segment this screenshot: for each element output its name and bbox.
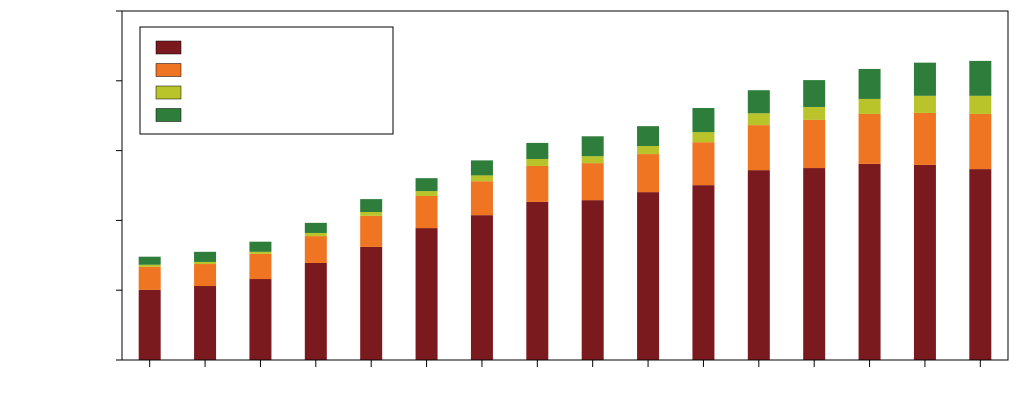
bar-segment: [415, 228, 438, 360]
bar-segment: [415, 178, 438, 192]
bar-segment: [526, 158, 549, 166]
bar-segment: [249, 253, 272, 280]
legend-swatch: [155, 85, 182, 100]
bar-segment: [415, 191, 438, 196]
bar-segment: [194, 264, 217, 287]
bar-segment: [637, 126, 660, 147]
bar-segment: [581, 136, 604, 157]
bar-segment: [470, 175, 493, 182]
bar-segment: [138, 256, 161, 265]
bar-segment: [969, 95, 992, 114]
plot-frame: [121, 10, 1009, 361]
bar-segment: [858, 163, 881, 360]
bar-segment: [360, 215, 383, 247]
bar-segment: [138, 289, 161, 360]
bar-segment: [858, 98, 881, 114]
legend-swatch: [155, 40, 182, 55]
bar-segment: [470, 181, 493, 216]
bar-segment: [913, 112, 936, 165]
bar-segment: [803, 106, 826, 120]
bar-segment: [360, 246, 383, 360]
bar-segment: [692, 132, 715, 143]
bar-segment: [415, 195, 438, 229]
bar-segment: [913, 95, 936, 113]
legend-swatch: [155, 63, 182, 77]
bar-segment: [581, 200, 604, 360]
bar-segment: [913, 164, 936, 360]
bar-segment: [304, 222, 327, 233]
bar-segment: [526, 201, 549, 360]
bar-segment: [803, 168, 826, 360]
bar-segment: [249, 251, 272, 254]
bar-segment: [692, 108, 715, 133]
bar-segment: [249, 241, 272, 252]
bar-segment: [637, 146, 660, 155]
bar-segment: [969, 60, 992, 96]
bar-segment: [969, 113, 992, 170]
bar-segment: [913, 62, 936, 96]
bar-segment: [526, 142, 549, 159]
bar-segment: [692, 142, 715, 186]
bar-segment: [470, 215, 493, 360]
bar-segment: [803, 80, 826, 107]
bar-segment: [581, 156, 604, 164]
bar-segment: [304, 236, 327, 263]
bar-segment: [138, 266, 161, 290]
bar-segment: [747, 113, 770, 126]
bar-segment: [360, 212, 383, 216]
legend-box: [139, 26, 394, 135]
bar-segment: [637, 192, 660, 360]
bar-segment: [304, 232, 327, 237]
bar-segment: [360, 199, 383, 213]
bar-segment: [803, 119, 826, 169]
bar-segment: [304, 262, 327, 360]
legend-swatch: [155, 108, 182, 122]
bar-segment: [637, 154, 660, 193]
bar-segment: [526, 165, 549, 202]
bar-segment: [692, 185, 715, 360]
bar-segment: [747, 125, 770, 171]
bar-segment: [470, 160, 493, 176]
bar-segment: [858, 68, 881, 99]
bar-segment: [969, 169, 992, 360]
bar-segment: [194, 261, 217, 265]
bar-segment: [194, 251, 217, 262]
bar-segment: [581, 163, 604, 201]
bar-segment: [747, 170, 770, 360]
bar-segment: [858, 113, 881, 164]
bar-segment: [194, 286, 217, 360]
bar-segment: [249, 279, 272, 360]
bar-segment: [138, 264, 161, 267]
bar-segment: [747, 90, 770, 114]
